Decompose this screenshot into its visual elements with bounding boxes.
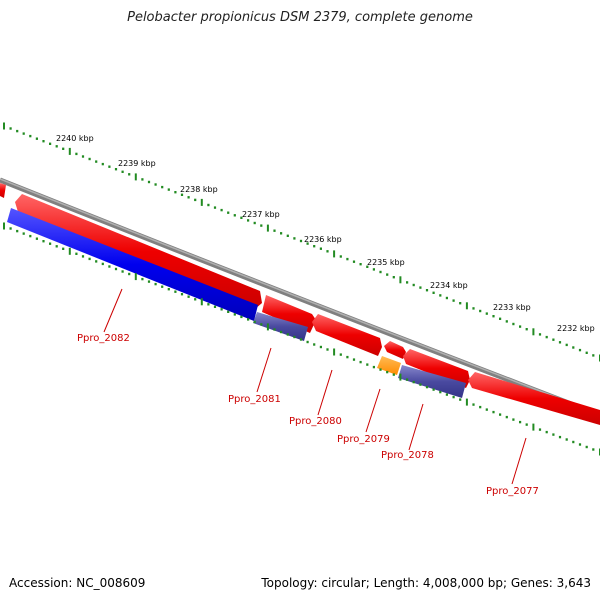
- reverse-strand-genes: [7, 208, 466, 398]
- gene-label-ppro-2080: Ppro_2080: [289, 416, 342, 427]
- leader-line: [511, 437, 527, 485]
- topology-text: Topology: circular; Length: 4,008,000 bp…: [261, 576, 591, 590]
- kbp-label: 2239 kbp: [118, 159, 156, 168]
- gene-block-ppro-2078: [398, 365, 466, 398]
- gene-label-ppro-2082: Ppro_2082: [77, 333, 130, 344]
- gene-arrow-red: [403, 349, 470, 388]
- gene-label-ppro-2077: Ppro_2077: [486, 486, 539, 497]
- kbp-label: 2234 kbp: [430, 281, 468, 290]
- leader-line: [256, 347, 272, 393]
- gene-arrow-red: [262, 295, 316, 333]
- kbp-label: 2236 kbp: [304, 235, 342, 244]
- gene-label-ppro-2079: Ppro_2079: [337, 434, 390, 445]
- leader-line: [103, 288, 123, 333]
- forward-strand-genes: [0, 183, 600, 425]
- gene-block-ppro-2081: [253, 312, 308, 341]
- kbp-label: 2238 kbp: [180, 185, 218, 194]
- kbp-label: 2240 kbp: [56, 134, 94, 143]
- gene-labels: Ppro_2082 Ppro_2081 Ppro_2080 Ppro_2079 …: [77, 333, 539, 497]
- outer-tick-ring: [3, 122, 600, 362]
- gene-leader-lines: [103, 288, 527, 485]
- inner-tick-ring: [3, 222, 600, 456]
- leader-line: [365, 388, 381, 433]
- map-title: Pelobacter propionicus DSM 2379, complet…: [127, 10, 473, 25]
- leader-line: [317, 369, 333, 416]
- gene-arrow-red: [312, 314, 382, 356]
- gene-arrow-red: [468, 372, 600, 425]
- gene-block-ppro-2082: [7, 208, 258, 321]
- gene-block-ppro-2079: [377, 356, 401, 375]
- gene-arrow-red: [384, 341, 406, 359]
- gene-label-ppro-2081: Ppro_2081: [228, 394, 281, 405]
- gene-arrow-red: [15, 194, 262, 309]
- kbp-label: 2235 kbp: [367, 258, 405, 267]
- leader-line: [408, 403, 424, 451]
- kbp-label: 2233 kbp: [493, 303, 531, 312]
- kbp-label: 2237 kbp: [242, 210, 280, 219]
- gene-arrow-left-edge: [0, 183, 6, 198]
- genome-backbone-highlight: [0, 178, 600, 415]
- accession-text: Accession: NC_008609: [9, 576, 146, 590]
- gene-label-ppro-2078: Ppro_2078: [381, 450, 434, 461]
- kbp-label: 2232 kbp: [557, 324, 595, 333]
- genome-backbone: [0, 177, 600, 418]
- kbp-labels: 2240 kbp 2239 kbp 2238 kbp 2237 kbp 2236 kbp…: [56, 134, 595, 333]
